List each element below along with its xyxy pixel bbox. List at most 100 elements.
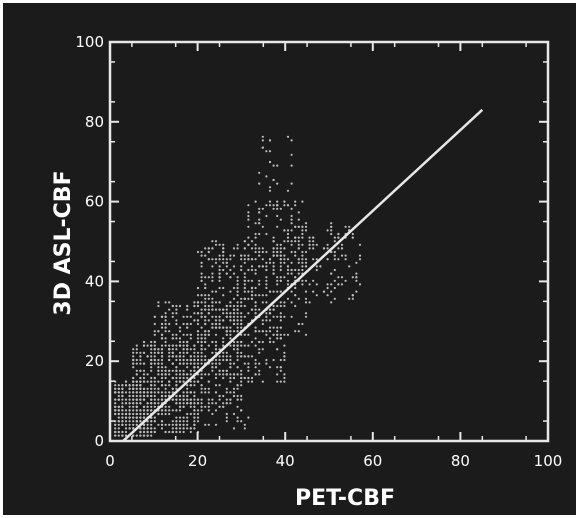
scatter-point xyxy=(175,416,178,419)
scatter-point xyxy=(193,355,196,358)
scatter-point xyxy=(283,333,286,336)
scatter-point xyxy=(164,337,167,340)
scatter-point xyxy=(297,272,300,275)
scatter-point xyxy=(265,283,268,286)
scatter-point xyxy=(124,402,128,405)
scatter-point xyxy=(142,340,146,344)
scatter-point xyxy=(164,409,167,412)
scatter-point xyxy=(308,240,311,243)
scatter-point xyxy=(171,409,174,412)
scatter-point xyxy=(175,402,178,405)
scatter-point xyxy=(178,416,182,419)
scatter-point xyxy=(135,409,138,412)
scatter-point xyxy=(268,330,272,333)
scatter-point xyxy=(254,326,257,329)
scatter-point xyxy=(218,243,221,246)
scatter-point xyxy=(218,268,221,272)
scatter-point xyxy=(225,387,228,390)
scatter-point xyxy=(196,412,200,416)
scatter-point xyxy=(247,297,250,300)
scatter-point xyxy=(326,243,329,246)
scatter-point xyxy=(258,283,261,286)
scatter-point xyxy=(146,430,149,434)
scatter-point xyxy=(286,283,290,286)
scatter-point xyxy=(247,254,250,257)
scatter-point xyxy=(171,355,174,358)
scatter-point xyxy=(240,304,243,308)
scatter-point xyxy=(236,384,239,387)
scatter-point xyxy=(142,427,146,430)
scatter-point xyxy=(247,290,250,293)
scatter-point xyxy=(168,430,171,434)
scatter-point xyxy=(286,268,290,272)
scatter-point xyxy=(153,391,156,394)
scatter-point xyxy=(168,373,171,376)
scatter-point xyxy=(236,373,239,376)
scatter-point xyxy=(254,308,257,311)
scatter-point xyxy=(128,416,131,419)
scatter-point xyxy=(182,351,185,354)
scatter-point xyxy=(268,186,272,189)
scatter-point xyxy=(114,398,117,401)
scatter-point xyxy=(268,200,272,203)
scatter-point xyxy=(153,380,156,383)
scatter-point xyxy=(261,301,264,304)
scatter-point xyxy=(175,384,178,387)
scatter-point xyxy=(132,384,135,387)
scatter-point xyxy=(290,222,293,225)
scatter-point xyxy=(240,380,243,383)
scatter-point xyxy=(268,258,272,261)
scatter-point xyxy=(135,412,138,416)
scatter-point xyxy=(168,351,171,354)
scatter-point xyxy=(272,254,275,257)
scatter-point xyxy=(232,312,236,315)
scatter-point xyxy=(250,376,254,380)
scatter-point xyxy=(286,236,290,239)
scatter-point xyxy=(304,297,308,300)
scatter-point xyxy=(304,229,308,232)
scatter-point xyxy=(261,265,264,268)
scatter-point xyxy=(330,272,333,275)
scatter-point xyxy=(132,405,135,408)
scatter-point xyxy=(240,409,243,412)
scatter-point xyxy=(286,135,290,138)
scatter-point xyxy=(254,268,257,272)
scatter-point xyxy=(153,376,156,380)
scatter-point xyxy=(247,355,250,358)
scatter-point xyxy=(258,207,261,210)
scatter-point xyxy=(326,283,329,286)
scatter-point xyxy=(322,290,326,293)
scatter-point xyxy=(150,402,153,405)
scatter-point xyxy=(135,384,138,387)
scatter-point xyxy=(132,398,135,401)
scatter-point xyxy=(286,240,290,243)
scatter-point xyxy=(261,207,264,210)
scatter-point xyxy=(229,358,232,362)
scatter-point xyxy=(297,225,300,228)
scatter-point xyxy=(222,286,225,290)
scatter-point xyxy=(330,222,333,225)
scatter-point xyxy=(178,358,182,362)
scatter-point xyxy=(204,283,207,286)
scatter-point xyxy=(330,225,333,228)
scatter-point xyxy=(160,355,164,358)
scatter-point xyxy=(121,394,124,398)
scatter-point xyxy=(286,204,290,207)
scatter-point xyxy=(175,387,178,390)
scatter-point xyxy=(265,294,268,297)
scatter-point xyxy=(204,405,207,408)
scatter-point xyxy=(135,416,138,419)
scatter-point xyxy=(204,304,207,308)
scatter-point xyxy=(315,265,318,268)
scatter-point xyxy=(333,286,336,290)
scatter-point xyxy=(351,297,354,300)
scatter-point xyxy=(175,304,178,308)
scatter-point xyxy=(157,373,160,376)
scatter-point xyxy=(182,322,185,326)
scatter-point xyxy=(139,409,142,412)
scatter-point xyxy=(268,326,272,329)
scatter-point xyxy=(283,376,286,380)
scatter-point xyxy=(214,409,218,412)
scatter-point xyxy=(171,369,174,372)
scatter-point xyxy=(160,322,164,326)
